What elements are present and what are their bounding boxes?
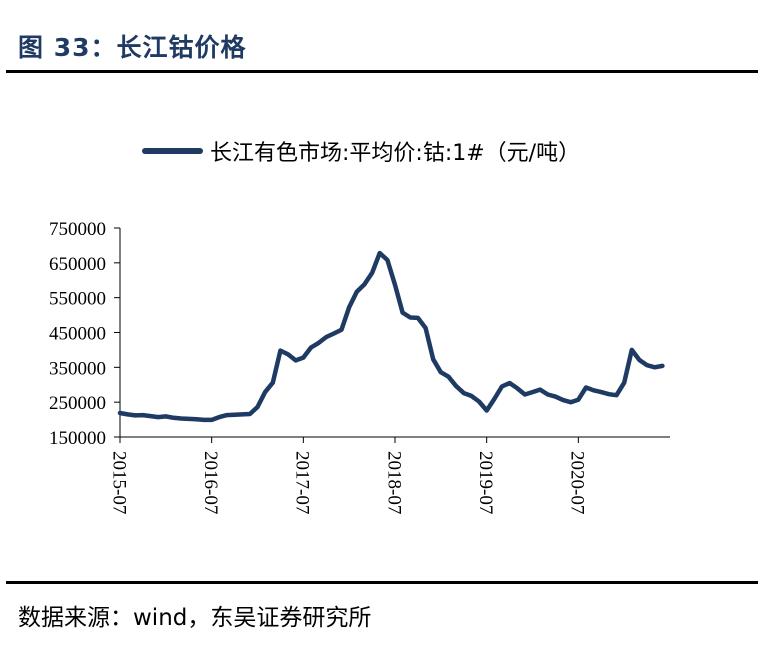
x-tick-label: 2020-07 bbox=[567, 451, 588, 514]
data-point bbox=[301, 356, 305, 360]
data-point bbox=[546, 393, 550, 397]
data-point bbox=[523, 393, 527, 397]
data-point bbox=[660, 364, 664, 368]
data-point bbox=[256, 405, 259, 409]
data-point bbox=[431, 357, 435, 361]
x-tick-label: 2018-07 bbox=[383, 451, 404, 514]
data-point bbox=[500, 384, 504, 388]
data-point bbox=[561, 398, 565, 402]
data-point bbox=[248, 412, 252, 416]
data-point bbox=[317, 341, 321, 345]
data-point bbox=[126, 412, 130, 416]
figure-title: 图 33：长江钴价格 bbox=[18, 33, 247, 62]
data-point bbox=[164, 414, 168, 418]
y-tick-label: 250000 bbox=[49, 393, 106, 414]
data-point bbox=[584, 386, 588, 390]
data-point bbox=[194, 417, 198, 421]
y-tick-label: 150000 bbox=[49, 428, 106, 449]
data-point bbox=[370, 271, 374, 275]
data-point bbox=[324, 335, 328, 339]
data-point bbox=[622, 381, 626, 385]
source-note: 数据来源：wind，东吴证券研究所 bbox=[18, 605, 372, 631]
data-point bbox=[485, 409, 489, 413]
data-point bbox=[401, 311, 405, 315]
data-point bbox=[156, 415, 160, 419]
data-point bbox=[133, 413, 137, 417]
data-point bbox=[408, 316, 412, 320]
data-point bbox=[210, 418, 214, 422]
data-point bbox=[630, 348, 634, 352]
y-tick-label: 750000 bbox=[49, 219, 106, 240]
data-point bbox=[332, 332, 336, 336]
data-point bbox=[469, 394, 473, 398]
top-divider bbox=[6, 70, 758, 73]
data-point bbox=[569, 400, 573, 404]
data-point bbox=[439, 370, 443, 374]
y-tick-label: 350000 bbox=[49, 358, 106, 379]
data-point bbox=[592, 388, 596, 392]
data-point bbox=[385, 258, 389, 262]
data-point bbox=[118, 411, 122, 415]
data-point bbox=[477, 399, 481, 403]
data-point bbox=[424, 326, 428, 330]
data-point bbox=[454, 384, 458, 388]
data-point bbox=[492, 397, 496, 401]
y-tick-label: 550000 bbox=[49, 289, 106, 310]
data-point bbox=[576, 398, 580, 402]
data-point bbox=[393, 283, 397, 287]
data-point bbox=[553, 395, 557, 399]
x-tick-label: 2017-07 bbox=[292, 451, 313, 514]
x-tick-label: 2015-07 bbox=[108, 451, 129, 514]
data-point bbox=[538, 388, 542, 392]
x-tick-label: 2019-07 bbox=[475, 451, 496, 514]
data-point bbox=[362, 282, 366, 286]
data-point bbox=[645, 363, 649, 367]
data-point bbox=[217, 415, 221, 419]
bottom-divider bbox=[6, 581, 758, 584]
line-chart: 长江有色市场:平均价:钴:1#（元/吨） 750000 650000 550000 45… bbox=[49, 141, 670, 514]
data-point bbox=[271, 381, 275, 385]
data-point bbox=[531, 390, 534, 394]
data-point bbox=[416, 316, 420, 320]
x-tick-label: 2016-07 bbox=[200, 451, 221, 514]
data-point bbox=[607, 392, 611, 396]
data-point bbox=[653, 365, 657, 369]
legend-label: 长江有色市场:平均价:钴:1#（元/吨） bbox=[210, 141, 580, 166]
data-point bbox=[263, 390, 267, 394]
data-point bbox=[294, 358, 298, 362]
data-point bbox=[179, 417, 183, 421]
data-point bbox=[187, 417, 191, 421]
y-tick-label: 450000 bbox=[49, 324, 106, 345]
data-point bbox=[462, 391, 466, 395]
data-point bbox=[355, 290, 359, 294]
series-line bbox=[117, 250, 665, 423]
data-point bbox=[378, 251, 382, 255]
data-point bbox=[278, 349, 282, 353]
data-point bbox=[240, 412, 244, 416]
data-point bbox=[141, 413, 145, 417]
data-point bbox=[615, 393, 619, 397]
data-point bbox=[286, 352, 290, 356]
data-point bbox=[233, 413, 237, 417]
data-point bbox=[599, 390, 603, 394]
data-point bbox=[149, 414, 153, 418]
data-point bbox=[515, 386, 519, 390]
data-point bbox=[309, 345, 313, 349]
data-point bbox=[446, 375, 450, 379]
y-tick-label: 650000 bbox=[49, 254, 106, 275]
data-point bbox=[171, 416, 175, 420]
data-point bbox=[202, 418, 206, 422]
data-point bbox=[347, 305, 351, 309]
data-point bbox=[637, 358, 641, 362]
data-point bbox=[508, 381, 512, 385]
data-point bbox=[225, 413, 229, 417]
data-point bbox=[340, 328, 344, 332]
